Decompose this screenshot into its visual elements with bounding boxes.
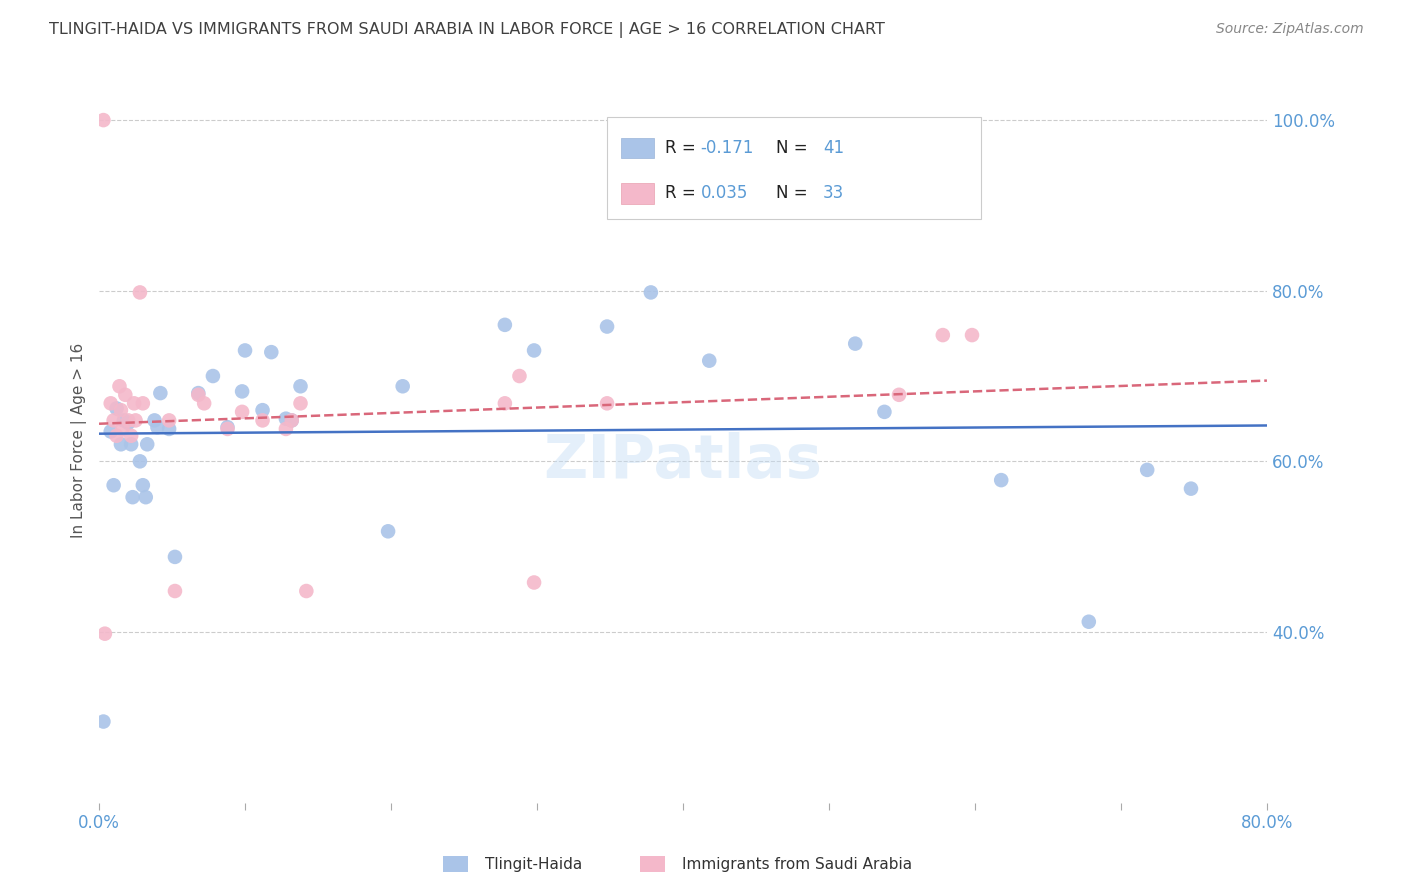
Point bbox=[94, 626, 117, 640]
Text: ZIPatlas: ZIPatlas bbox=[544, 433, 823, 491]
Point bbox=[103, 413, 125, 427]
Text: TLINGIT-HAIDA VS IMMIGRANTS FROM SAUDI ARABIA IN LABOR FORCE | AGE > 16 CORRELAT: TLINGIT-HAIDA VS IMMIGRANTS FROM SAUDI A… bbox=[49, 22, 886, 38]
Point bbox=[377, 524, 399, 539]
Point bbox=[887, 388, 910, 402]
Point bbox=[120, 437, 142, 451]
Point bbox=[135, 490, 157, 504]
Point bbox=[193, 396, 215, 410]
Point bbox=[121, 490, 143, 504]
Point bbox=[290, 379, 312, 393]
Y-axis label: In Labor Force | Age > 16: In Labor Force | Age > 16 bbox=[72, 343, 87, 538]
Point bbox=[132, 478, 155, 492]
Bar bbox=[607, 118, 981, 219]
Point bbox=[1077, 615, 1099, 629]
Point bbox=[100, 425, 122, 439]
Point bbox=[596, 396, 619, 410]
Text: 41: 41 bbox=[823, 139, 844, 157]
Point bbox=[217, 420, 239, 434]
Point bbox=[217, 422, 239, 436]
Text: Source: ZipAtlas.com: Source: ZipAtlas.com bbox=[1216, 22, 1364, 37]
Point bbox=[523, 575, 546, 590]
Point bbox=[252, 403, 274, 417]
Point bbox=[274, 411, 297, 425]
Text: -0.171: -0.171 bbox=[700, 139, 754, 157]
Point bbox=[143, 413, 166, 427]
Point bbox=[132, 396, 155, 410]
Point bbox=[110, 437, 132, 451]
Point bbox=[187, 388, 209, 402]
Point bbox=[231, 405, 253, 419]
Point bbox=[252, 413, 274, 427]
Point bbox=[233, 343, 256, 358]
Point bbox=[129, 285, 152, 300]
Point bbox=[122, 396, 145, 410]
Text: 0.035: 0.035 bbox=[700, 185, 748, 202]
Bar bbox=[621, 137, 654, 158]
Point bbox=[187, 386, 209, 401]
Point bbox=[146, 420, 169, 434]
Point bbox=[274, 422, 297, 436]
Text: N =: N = bbox=[776, 139, 813, 157]
Point bbox=[990, 473, 1012, 487]
Point bbox=[640, 285, 662, 300]
Text: 33: 33 bbox=[823, 185, 845, 202]
Point bbox=[100, 396, 122, 410]
Point bbox=[231, 384, 253, 399]
Point bbox=[103, 478, 125, 492]
Point bbox=[124, 413, 146, 427]
Point bbox=[108, 379, 131, 393]
Point bbox=[494, 318, 516, 332]
Point bbox=[873, 405, 896, 419]
Point bbox=[391, 379, 413, 393]
Point bbox=[163, 549, 186, 564]
Point bbox=[117, 416, 139, 430]
Point bbox=[105, 401, 128, 416]
Point bbox=[280, 413, 302, 427]
Point bbox=[260, 345, 283, 359]
Point bbox=[120, 429, 142, 443]
Point bbox=[280, 413, 302, 427]
Point bbox=[1180, 482, 1202, 496]
Point bbox=[117, 413, 139, 427]
Point bbox=[932, 328, 955, 343]
Point bbox=[1136, 463, 1159, 477]
Point bbox=[114, 388, 136, 402]
Text: Tlingit-Haida: Tlingit-Haida bbox=[485, 857, 582, 871]
Point bbox=[111, 422, 134, 436]
Text: R =: R = bbox=[665, 185, 702, 202]
Point bbox=[110, 403, 132, 417]
Point bbox=[201, 369, 224, 384]
Point bbox=[157, 413, 180, 427]
Point bbox=[295, 584, 318, 599]
Text: R =: R = bbox=[665, 139, 702, 157]
Point bbox=[508, 369, 530, 384]
Point bbox=[157, 422, 180, 436]
Bar bbox=[621, 184, 654, 203]
Point bbox=[523, 343, 546, 358]
Point bbox=[844, 336, 866, 351]
Point bbox=[149, 386, 172, 401]
Point bbox=[596, 319, 619, 334]
Point bbox=[163, 584, 186, 599]
Point bbox=[112, 413, 135, 427]
Point bbox=[129, 454, 152, 468]
Point bbox=[494, 396, 516, 410]
Point bbox=[960, 328, 983, 343]
Text: N =: N = bbox=[776, 185, 813, 202]
Point bbox=[290, 396, 312, 410]
Point bbox=[93, 714, 115, 729]
Point bbox=[93, 113, 115, 128]
Text: Immigrants from Saudi Arabia: Immigrants from Saudi Arabia bbox=[682, 857, 912, 871]
Point bbox=[105, 429, 128, 443]
Point bbox=[697, 353, 720, 368]
Point bbox=[136, 437, 159, 451]
